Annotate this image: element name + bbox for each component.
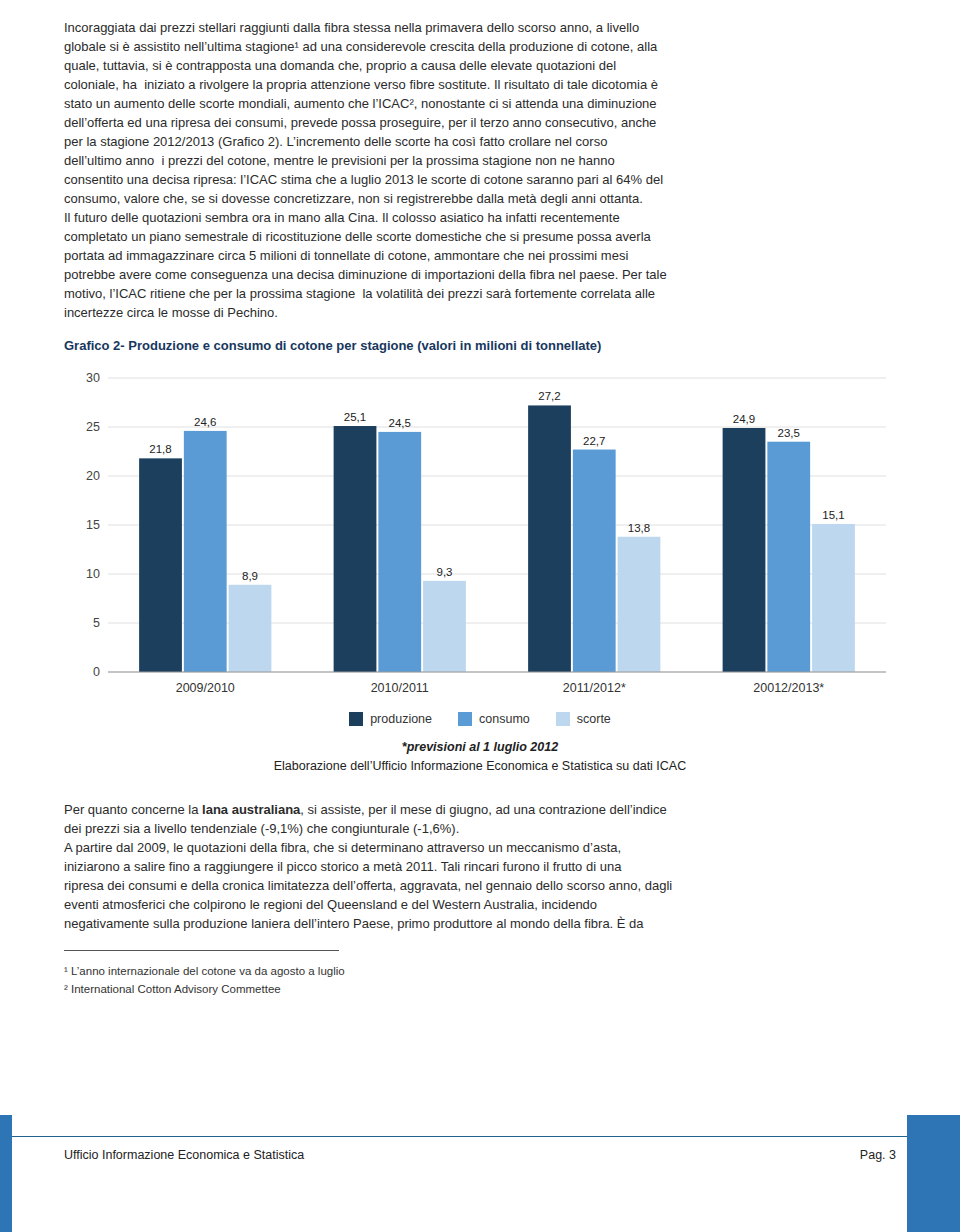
bar xyxy=(378,432,421,672)
footnote: ² International Cotton Advisory Commette… xyxy=(64,980,896,998)
data-label: 13,8 xyxy=(628,522,650,534)
y-tick-label: 10 xyxy=(86,567,100,581)
y-tick-label: 0 xyxy=(93,665,100,679)
text-line: incertezze circa le mosse di Pechino. xyxy=(64,303,896,322)
footer-bar xyxy=(907,1115,960,1232)
text-line: Per quanto concerne la lana australiana,… xyxy=(64,800,896,819)
data-label: 24,5 xyxy=(389,417,411,429)
data-label: 15,1 xyxy=(822,509,844,521)
text-line: A partire dal 2009, le quotazioni della … xyxy=(64,838,896,857)
footer: Ufficio Informazione Economica e Statist… xyxy=(64,1148,896,1162)
grid-line xyxy=(108,378,886,379)
data-labels: 21,8 25,1 27,2 24,9 24,6 24,5 22,7 23,5 8,9 9,3 13… xyxy=(149,390,844,581)
x-tick-label: 2011/2012* xyxy=(563,681,626,695)
data-label: 24,9 xyxy=(733,413,755,425)
grid-line xyxy=(108,672,886,673)
text-line: motivo, l’ICAC ritiene che per la prossi… xyxy=(64,284,896,303)
x-tick-label: 2010/2011 xyxy=(371,681,429,695)
text-line: Incoraggiata dai prezzi stellari raggiun… xyxy=(64,18,896,37)
text-line: consumo, valore che, se si dovesse concr… xyxy=(64,189,896,208)
text-line: portata ad immagazzinare circa 5 milioni… xyxy=(64,246,896,265)
footnote: ¹ L’anno internazionale del cotone va da… xyxy=(64,962,896,980)
rule xyxy=(64,950,339,951)
bar xyxy=(618,537,661,672)
text-line: quale, tuttavia, si è contrapposta una d… xyxy=(64,56,896,75)
y-tick-label: 25 xyxy=(86,420,100,434)
footnotes: ¹ L’anno internazionale del cotone va da… xyxy=(64,962,896,998)
text-line: potrebbe avere come conseguenza una deci… xyxy=(64,265,896,284)
footer-line xyxy=(0,1136,960,1137)
bold-phrase: lana australiana xyxy=(202,802,300,817)
bar xyxy=(184,431,227,672)
legend-item: consumo xyxy=(458,712,530,726)
legend-item: produzione xyxy=(349,712,432,726)
footer-text: Ufficio Informazione Economica e Statist… xyxy=(64,1148,304,1162)
bottom-text: Per quanto concerne la lana australiana,… xyxy=(64,800,896,933)
text-line: globale si è assistito nell’ultima stagi… xyxy=(64,37,896,56)
data-label: 22,7 xyxy=(583,435,605,447)
footer-bar xyxy=(0,1115,12,1232)
text-line: dei prezzi sia a livello tendenziale (-9… xyxy=(64,819,896,838)
bar xyxy=(423,581,466,672)
data-label: 9,3 xyxy=(436,566,452,578)
text-line: dell’ultimo anno i prezzi del cotone, me… xyxy=(64,151,896,170)
text-line: coloniale, ha iniziato a rivolgere la pr… xyxy=(64,75,896,94)
y-tick-label: 30 xyxy=(86,371,100,385)
data-label: 25,1 xyxy=(344,411,366,423)
text-line: negativamente sulla produzione laniera d… xyxy=(64,914,896,933)
data-label: 21,8 xyxy=(149,443,171,455)
annotation: Elaborazione dell’Ufficio Informazione E… xyxy=(64,757,896,776)
text-line: stato un aumento delle scorte mondiali, … xyxy=(64,94,896,113)
text-line: dell’offerta ed una ripresa dei consumi,… xyxy=(64,113,896,132)
legend-item: scorte xyxy=(556,712,611,726)
grid xyxy=(108,378,886,672)
bar xyxy=(723,428,766,672)
y-tick-label: 20 xyxy=(86,469,100,483)
footer-page: Pag. 3 xyxy=(860,1148,896,1162)
bar xyxy=(229,585,272,672)
text-line: Il futuro delle quotazioni sembra ora in… xyxy=(64,208,896,227)
bar xyxy=(139,458,182,672)
legend-swatch xyxy=(458,712,472,726)
x-axis xyxy=(108,672,886,673)
data-label: 23,5 xyxy=(778,427,800,439)
chart-title: Grafico 2- Produzione e consumo di coton… xyxy=(64,338,896,353)
text-line: completato un piano semestrale di ricost… xyxy=(64,227,896,246)
bar-chart: 0 5 10 15 20 25 30 21,8 25,1 27,2 24,9 24,6 24,5 22,7… xyxy=(64,362,896,702)
top-text: Incoraggiata dai prezzi stellari raggiun… xyxy=(64,18,896,322)
y-tick-label: 5 xyxy=(93,616,100,630)
grid-line xyxy=(108,427,886,428)
chart-notes: *previsioni al 1 luglio 2012Elaborazione… xyxy=(64,738,896,776)
bar xyxy=(528,405,571,672)
legend-swatch xyxy=(349,712,363,726)
annotation: *previsioni al 1 luglio 2012 xyxy=(64,738,896,757)
legend-swatch xyxy=(556,712,570,726)
x-tick-label: 20012/2013* xyxy=(753,681,824,695)
legend-label: consumo xyxy=(479,712,530,726)
bar xyxy=(573,450,616,672)
text-line: consentito una decisa ripresa: l’ICAC st… xyxy=(64,170,896,189)
legend-label: produzione xyxy=(370,712,432,726)
data-label: 8,9 xyxy=(242,570,258,582)
data-label: 24,6 xyxy=(194,416,216,428)
text-line: eventi atmosferici che colpirono le regi… xyxy=(64,895,896,914)
chart: 0 5 10 15 20 25 30 21,8 25,1 27,2 24,9 24,6 24,5 22,7… xyxy=(64,362,896,706)
legend-label: scorte xyxy=(577,712,611,726)
y-tick-label: 15 xyxy=(86,518,100,532)
x-tick-label: 2009/2010 xyxy=(176,681,235,695)
text-line: per la stagione 2012/2013 (Grafico 2). L… xyxy=(64,132,896,151)
bar xyxy=(334,426,377,672)
text-line: ripresa dei consumi e della cronica limi… xyxy=(64,876,896,895)
bar xyxy=(767,442,810,672)
data-label: 27,2 xyxy=(538,390,560,402)
bars xyxy=(139,405,855,672)
legend: produzione consumo scorte xyxy=(64,712,896,726)
text-line: iniziarono a salire fino a raggiungere i… xyxy=(64,857,896,876)
bar xyxy=(812,524,855,672)
